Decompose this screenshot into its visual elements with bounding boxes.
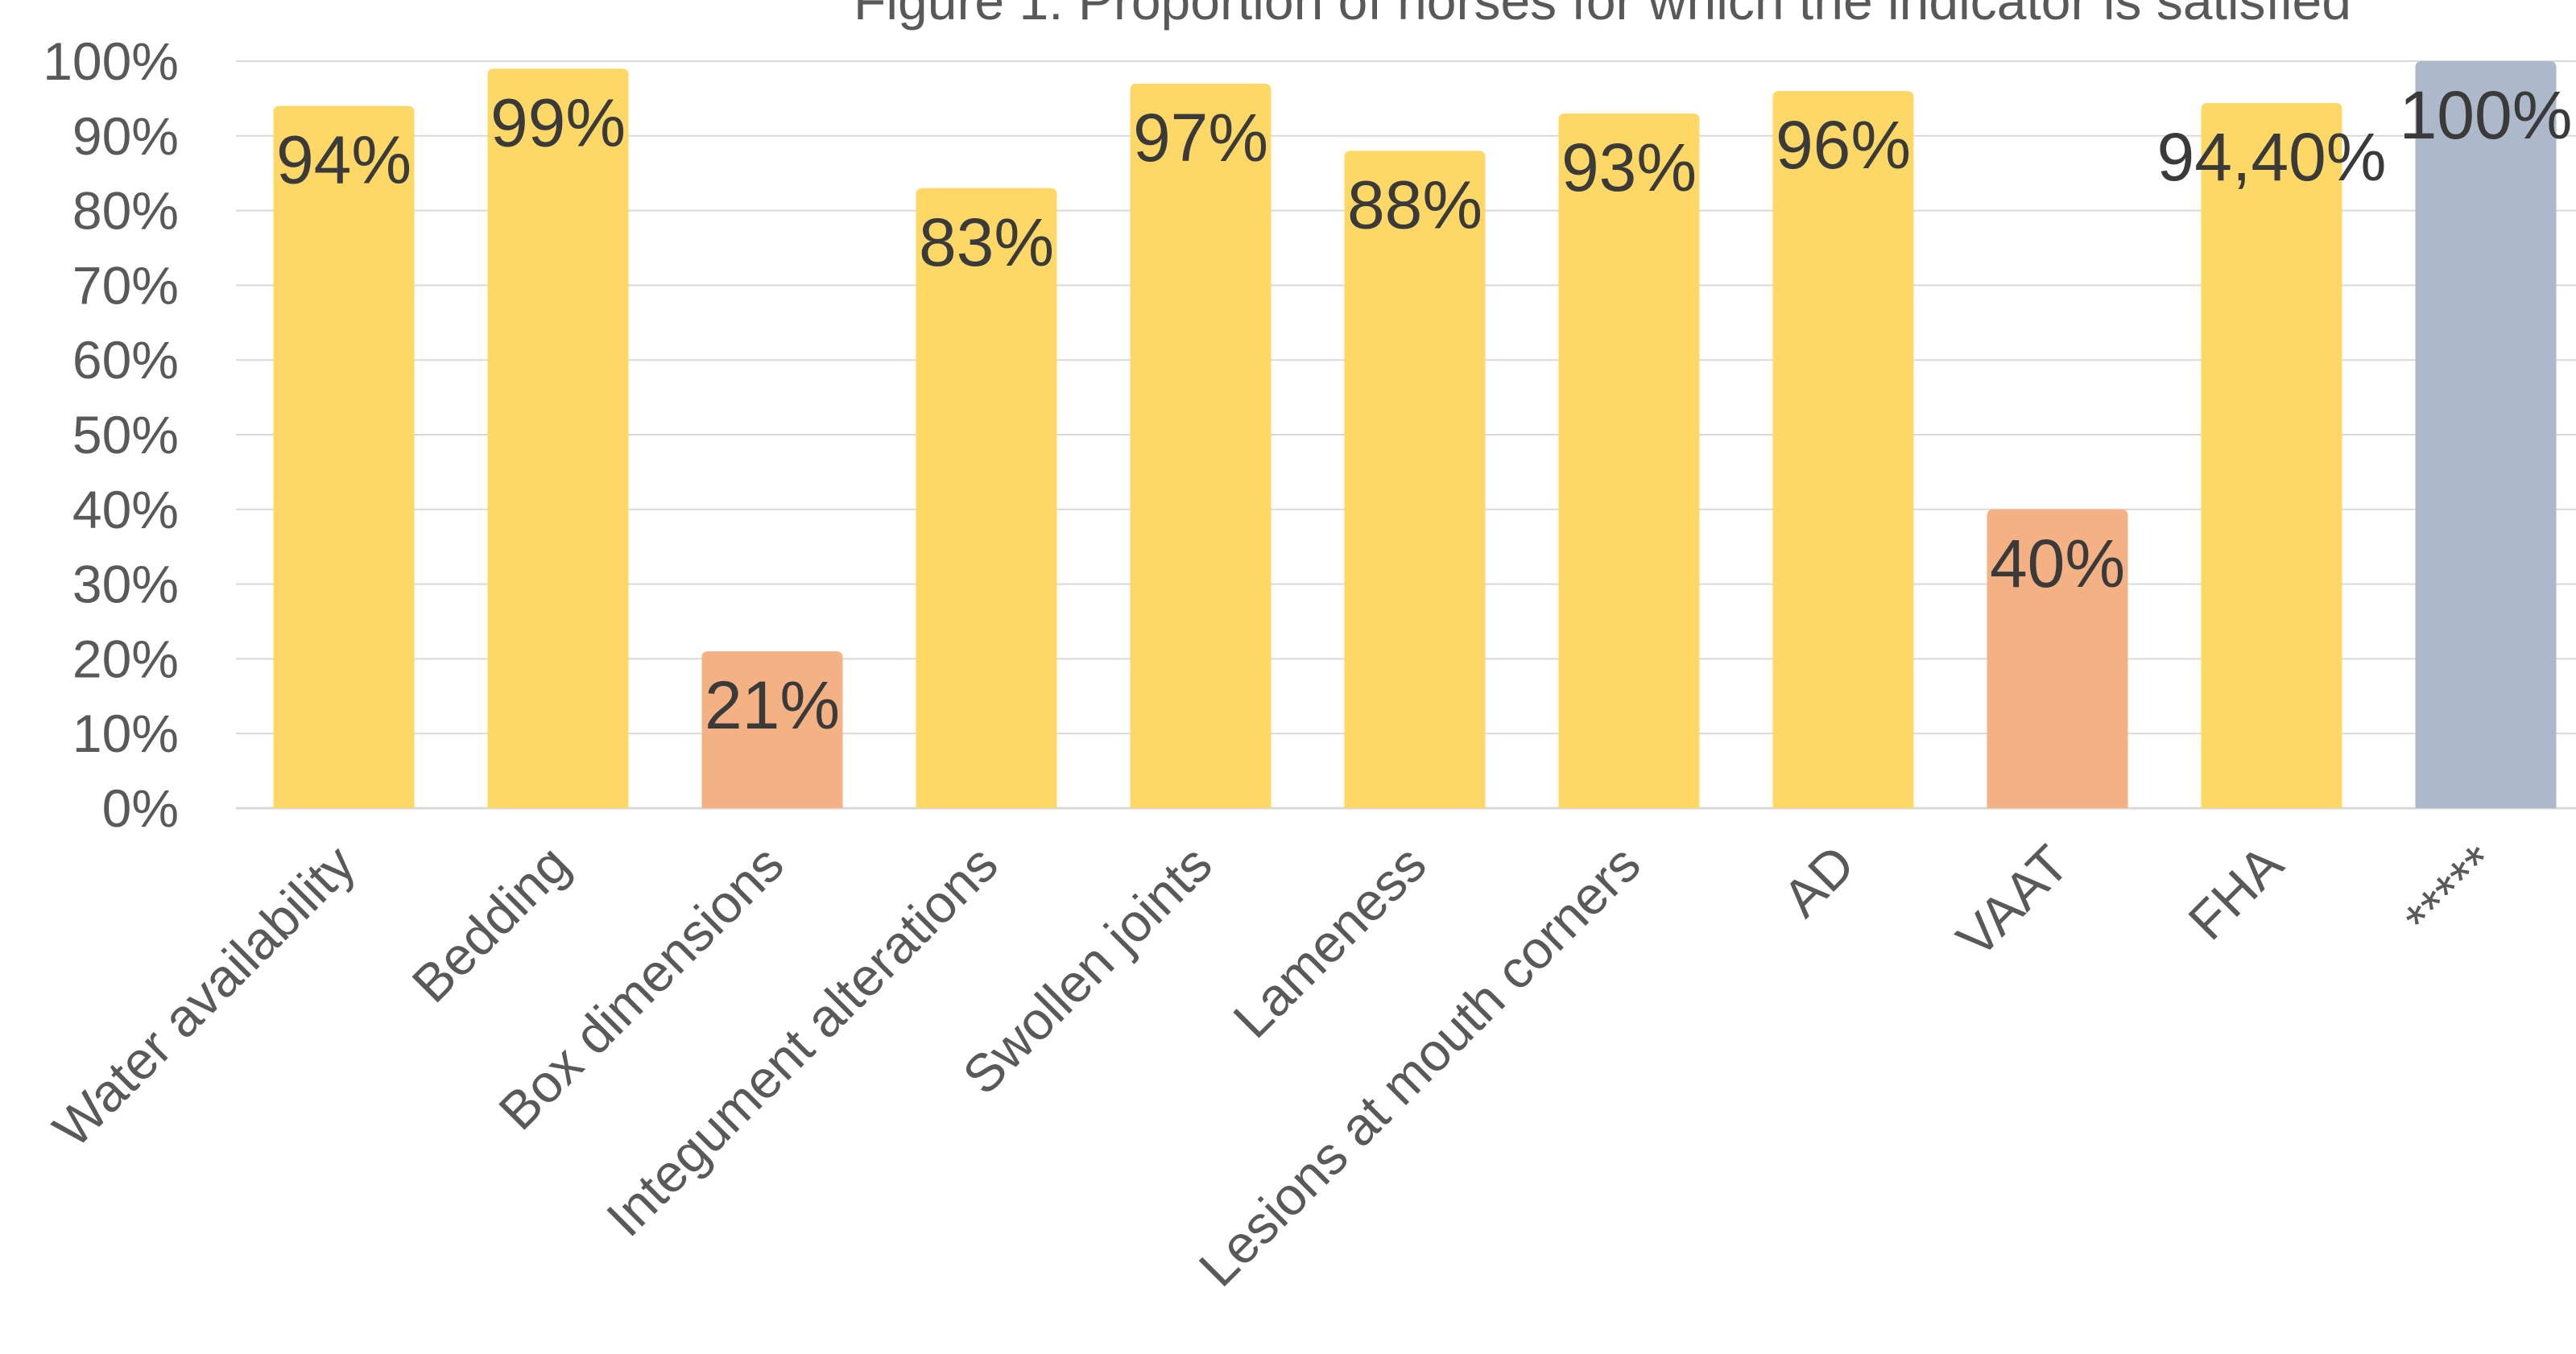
x-tick-label: Integument alterations [595, 834, 1009, 1248]
y-tick-label: 80% [72, 181, 179, 241]
x-tick-label: Lameness [1222, 834, 1437, 1050]
data-label: 99% [490, 85, 626, 160]
data-label: 40% [1990, 526, 2125, 601]
bar [1772, 91, 1914, 809]
y-tick-label: 60% [72, 330, 179, 390]
x-tick-label: Lesions at mouth corners [1188, 834, 1652, 1298]
y-tick-label: 100% [43, 31, 179, 91]
y-tick-label: 0% [102, 778, 179, 838]
data-label: 100% [2400, 77, 2573, 153]
y-tick-label: 20% [72, 629, 179, 688]
y-tick-label: 30% [72, 555, 179, 614]
bar [916, 188, 1057, 808]
y-tick-label: 90% [72, 106, 179, 166]
bar [1987, 509, 2128, 808]
data-label: 83% [919, 204, 1054, 280]
data-labels: 94% 99% 21% 83% 97% 88% 93% 96% 40% 94,40%100% [276, 77, 2572, 743]
y-tick-label: 50% [72, 405, 179, 464]
data-label: 96% [1776, 107, 1911, 183]
data-label: 97% [1133, 100, 1268, 175]
bar [487, 68, 629, 808]
y-tick-label: 10% [72, 704, 179, 763]
data-label: 93% [1561, 130, 1697, 205]
bar [1130, 83, 1271, 809]
data-label: 94,40% [2157, 119, 2387, 195]
x-tick-label: AD [1772, 834, 1866, 928]
x-tick-label: Bedding [400, 834, 581, 1014]
bar [2201, 102, 2342, 808]
y-axis-ticks: 0% 10% 20% 30% 40% 50% 60% 70% 80% 90% 100% [43, 31, 179, 838]
x-tick-label: Water availability [42, 834, 366, 1158]
data-label: 21% [705, 667, 840, 743]
chart-title: Figure 1: Proportion of horses for which… [854, 0, 2351, 31]
x-tick-label: FHA [2177, 834, 2294, 952]
bar [701, 651, 843, 808]
bar [2415, 61, 2557, 808]
bars [273, 61, 2557, 809]
y-tick-label: 70% [72, 255, 179, 315]
x-tick-label: VAAT [1945, 834, 2080, 968]
bar [273, 105, 415, 808]
bar [1558, 113, 1700, 808]
data-label: 94% [276, 122, 411, 198]
x-tick-label: ***** [2393, 834, 2508, 949]
y-tick-label: 40% [72, 480, 179, 539]
data-label: 88% [1347, 167, 1482, 242]
bar [1344, 151, 1486, 809]
